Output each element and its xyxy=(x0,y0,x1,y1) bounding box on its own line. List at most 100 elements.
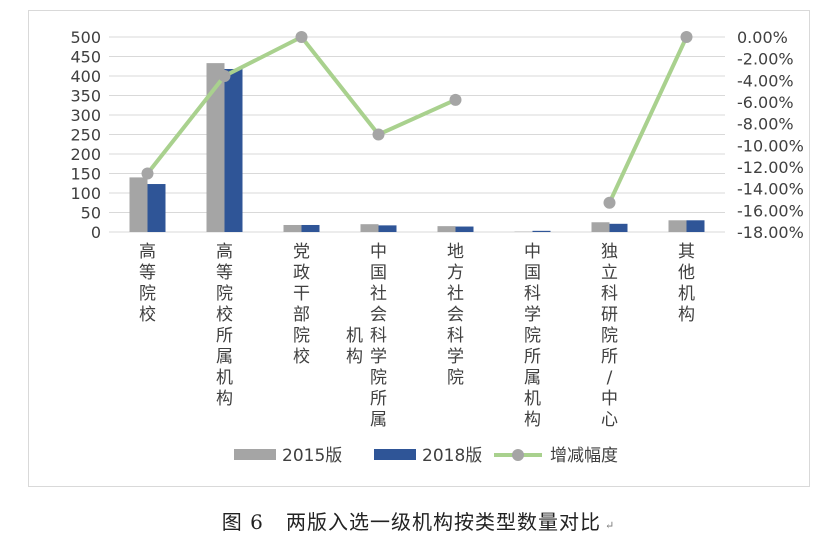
category-label-char: 校 xyxy=(139,305,156,325)
left-tick-label: 300 xyxy=(70,106,101,125)
category-label-char: 科 xyxy=(601,284,618,304)
left-tick-label: 0 xyxy=(91,223,101,242)
category-label-char: 政 xyxy=(293,263,310,283)
right-tick-label: -18.00% xyxy=(737,223,804,242)
category-label-char: 科 xyxy=(524,284,541,304)
category-label-char: 社 xyxy=(447,284,464,304)
category-label-char: 部 xyxy=(293,305,310,325)
bar-1-5 xyxy=(437,226,456,232)
legend: 2015版 2018版 增减幅度 xyxy=(234,446,618,466)
bar-1-2 xyxy=(206,63,225,232)
category-label-char: 中 xyxy=(370,242,387,262)
left-tick-label: 350 xyxy=(70,87,101,106)
right-tick-label: -14.00% xyxy=(737,180,804,199)
category-label-char: 立 xyxy=(601,263,618,283)
line-point-1 xyxy=(141,167,154,180)
line-point-4 xyxy=(372,128,385,141)
left-tick-label: 100 xyxy=(70,184,101,203)
left-tick-label: 400 xyxy=(70,67,101,86)
paragraph-mark: ↵ xyxy=(604,519,616,532)
category-label-char: 学 xyxy=(370,347,387,367)
category-label-char: 党 xyxy=(293,242,310,262)
category-label-char: 研 xyxy=(601,305,618,325)
legend-swatch-1 xyxy=(234,449,276,460)
bar-1-4 xyxy=(360,224,379,232)
change-line xyxy=(141,31,693,209)
bar-2-5 xyxy=(455,226,474,232)
category-label-char: 机 xyxy=(678,284,695,304)
bar-2-1 xyxy=(147,184,166,232)
category-label-char: 属 xyxy=(216,347,233,367)
category-label-char: 干 xyxy=(293,284,310,304)
category-label-char: / xyxy=(607,368,613,388)
figure-caption: 图 6 两版入选一级机构按类型数量对比 ↵ xyxy=(0,506,837,535)
category-label-char: 院 xyxy=(216,284,233,304)
category-label-char: 其 xyxy=(678,242,695,262)
right-tick-label: 0.00% xyxy=(737,28,788,47)
figure-label: 图 6 xyxy=(221,510,264,534)
category-label-char: 所 xyxy=(370,389,387,409)
category-label-char: 他 xyxy=(678,263,695,283)
category-label-char: 中 xyxy=(524,242,541,262)
line-point-2 xyxy=(218,70,231,82)
bar-2-6 xyxy=(532,230,551,232)
bar-1-3 xyxy=(283,224,302,232)
category-label-char: 学 xyxy=(524,305,541,325)
line-segment xyxy=(145,35,457,175)
category-label-char: 院 xyxy=(293,326,310,346)
category-label-char: 院 xyxy=(447,368,464,388)
line-point-5 xyxy=(449,93,462,106)
right-axis-ticks: 0.00% -2.00% -4.00% -6.00% -8.00% -10.00% -12.… xyxy=(737,28,804,242)
legend-swatch-2 xyxy=(374,449,416,460)
right-tick-label: -10.00% xyxy=(737,136,804,155)
line-point-8 xyxy=(680,31,693,43)
category-label-char: 院 xyxy=(524,326,541,346)
category-label-char: 构 xyxy=(678,305,695,325)
left-tick-label: 500 xyxy=(70,28,101,47)
category-label-char: 科 xyxy=(370,326,387,346)
figure-title: 两版入选一级机构按类型数量对比 xyxy=(285,510,601,534)
right-tick-label: -6.00% xyxy=(737,93,794,112)
bar-2-2 xyxy=(224,68,243,232)
category-label-char: 学 xyxy=(447,347,464,367)
category-label-char: 构 xyxy=(216,389,233,409)
right-tick-label: -2.00% xyxy=(737,50,794,69)
bar-2-4 xyxy=(378,225,397,232)
category-label-char: 所 xyxy=(524,347,541,367)
bars xyxy=(129,63,705,232)
bar-2-8 xyxy=(686,220,705,232)
left-tick-label: 150 xyxy=(70,165,101,184)
category-label-char: 构 xyxy=(346,347,363,367)
bar-1-8 xyxy=(668,220,687,232)
left-tick-label: 200 xyxy=(70,145,101,164)
category-label-char: 中 xyxy=(601,389,618,409)
category-label-char: 独 xyxy=(601,242,618,262)
left-tick-label: 250 xyxy=(70,126,101,145)
legend-label-1: 2015版 xyxy=(282,446,342,466)
right-tick-label: -4.00% xyxy=(737,71,794,90)
category-label-char: 会 xyxy=(447,305,464,325)
category-label-char: 等 xyxy=(216,263,233,283)
left-tick-label: 450 xyxy=(70,48,101,67)
category-label-char: 高 xyxy=(139,242,156,262)
left-tick-label: 50 xyxy=(81,204,101,223)
category-label-char: 心 xyxy=(601,410,618,430)
category-label-char: 会 xyxy=(370,305,387,325)
right-tick-label: -16.00% xyxy=(737,201,804,220)
right-tick-label: -12.00% xyxy=(737,158,804,177)
category-label-char: 校 xyxy=(216,305,233,325)
category-label-char: 校 xyxy=(293,347,310,367)
category-label-char: 科 xyxy=(447,326,464,346)
category-label-char: 机 xyxy=(216,368,233,388)
bar-2-3 xyxy=(301,224,320,232)
category-label-char: 方 xyxy=(447,263,464,283)
category-label-char: 所 xyxy=(216,326,233,346)
bar-1-1 xyxy=(129,177,148,232)
legend-marker xyxy=(512,449,524,461)
gridlines xyxy=(109,36,725,233)
chart-frame: 0 50 100 150 200 250 300 350 400 450 500 0.00% -2.0… xyxy=(28,10,810,487)
category-label-char: 机 xyxy=(346,326,363,346)
category-label-char: 高 xyxy=(216,242,233,262)
